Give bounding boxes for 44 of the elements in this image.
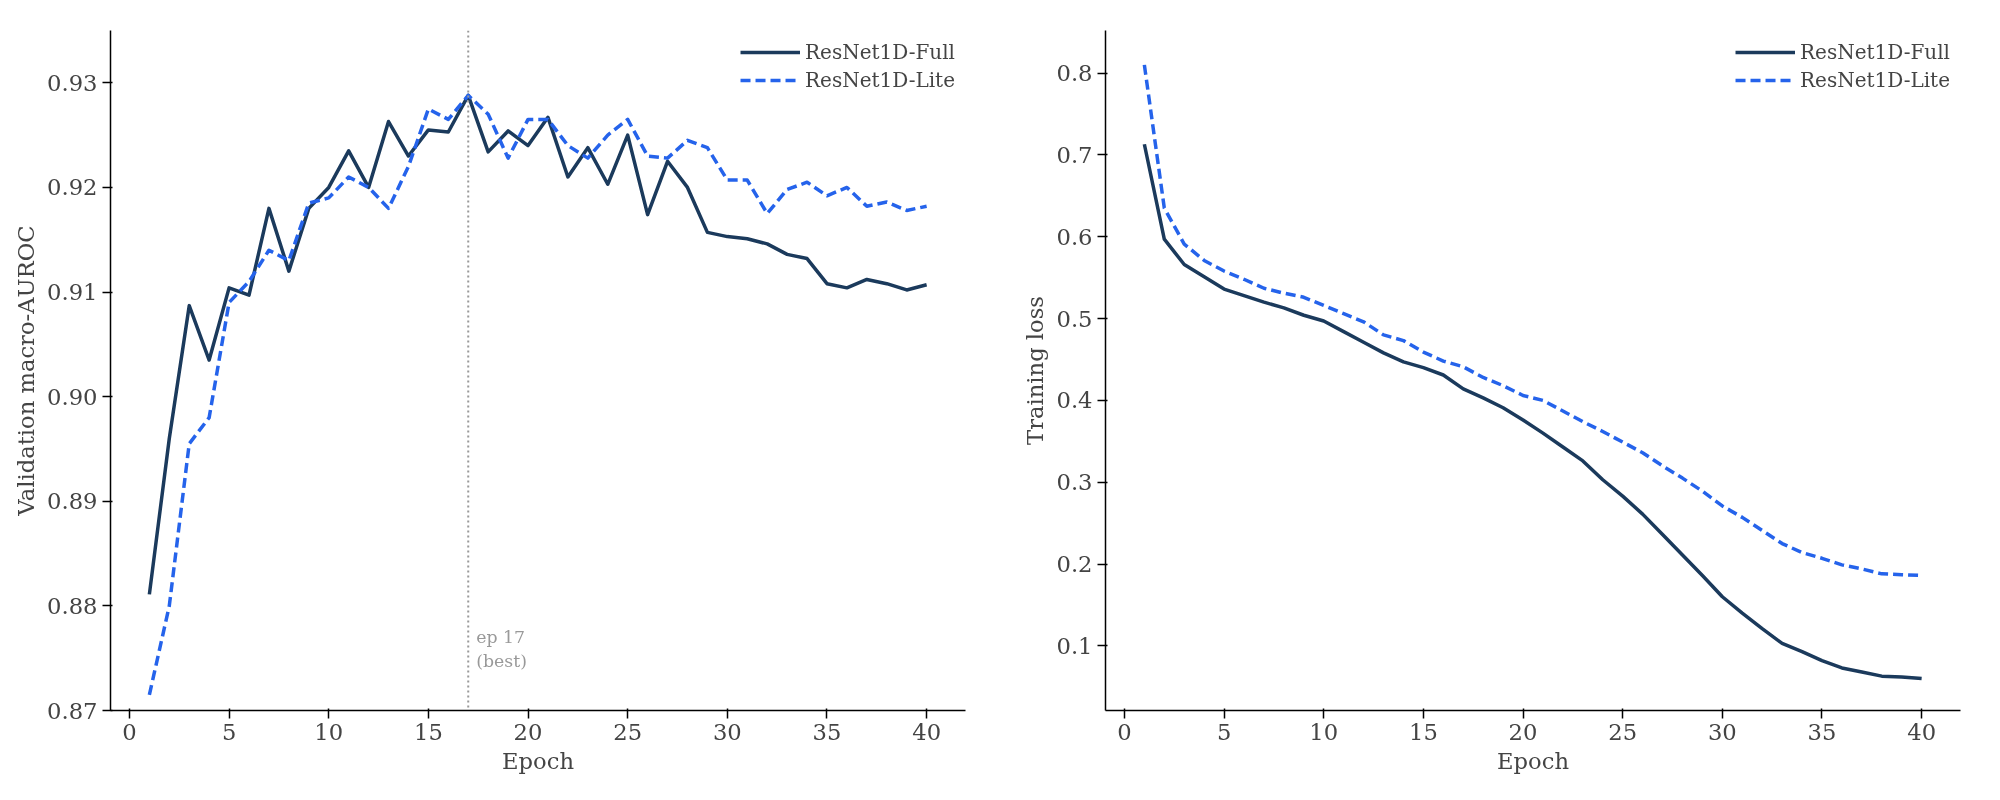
y-tick-label: 0.3	[1056, 469, 1093, 496]
line-series	[147, 93, 929, 697]
x-axis-title: Epoch	[502, 747, 574, 774]
y-tick-label: 0.2	[1056, 551, 1093, 578]
x-tick-label: 20	[513, 718, 543, 745]
x-tick-label: 0	[122, 718, 137, 745]
x-tick-label: 30	[1707, 718, 1737, 745]
x-tick-label: 10	[314, 718, 344, 745]
y-tick-label: 0.5	[1056, 305, 1093, 332]
x-tick-label: 15	[1408, 718, 1438, 745]
y-tick-label: 0.1	[1056, 632, 1093, 659]
y-tick-label: 0.93	[47, 69, 98, 96]
y-tick-label: 0.87	[47, 697, 98, 724]
x-tick-label: 15	[413, 718, 443, 745]
y-tick-label: 0.89	[47, 488, 98, 515]
x-tick-label: 0	[1117, 718, 1132, 745]
x-tick-label: 40	[1907, 718, 1937, 745]
y-axis-title: Training loss	[1022, 296, 1049, 445]
x-tick-label: 35	[812, 718, 842, 745]
ref-line-label: ep 17 (best)	[476, 626, 527, 671]
y-tick-label: 0.88	[47, 592, 98, 619]
legend-label: ResNet1D-Lite	[1800, 68, 1950, 92]
y-tick-label: 0.92	[47, 174, 98, 201]
legend-label: ResNet1D-Lite	[805, 68, 955, 92]
x-tick-label: 5	[221, 718, 237, 745]
y-tick-label: 0.4	[1056, 387, 1093, 414]
y-tick-label: 0.91	[47, 279, 98, 306]
legend-label: ResNet1D-Full	[805, 40, 955, 64]
y-tick-label: 0.90	[47, 383, 98, 410]
x-axis-title: Epoch	[1497, 747, 1569, 774]
x-tick-label: 10	[1309, 718, 1339, 745]
x-tick-label: 30	[712, 718, 742, 745]
x-tick-label: 20	[1508, 718, 1538, 745]
x-tick-label: 35	[1807, 718, 1837, 745]
x-tick-label: 25	[613, 718, 643, 745]
legend-label: ResNet1D-Full	[1800, 40, 1950, 64]
y-tick-label: 0.8	[1056, 60, 1093, 87]
y-tick-label: 0.6	[1056, 223, 1093, 250]
y-axis-title: Validation macro-AUROC	[13, 225, 40, 517]
x-tick-label: 5	[1216, 718, 1232, 745]
x-tick-label: 40	[912, 718, 942, 745]
y-tick-label: 0.7	[1056, 141, 1093, 168]
x-tick-label: 25	[1608, 718, 1638, 745]
line-series	[1142, 142, 1924, 681]
